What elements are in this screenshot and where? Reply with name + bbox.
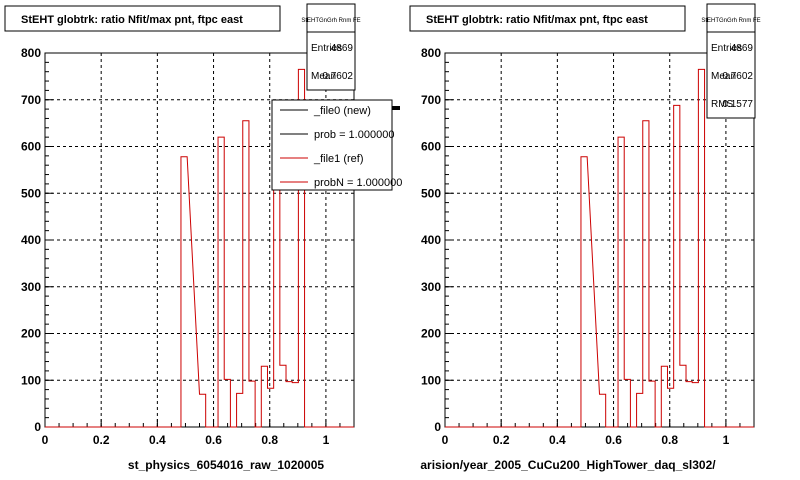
histogram-panel-1: 0 0.2 0.4 0.6 0.8 1 0 100 200 300 400 500 600 700 800 S…	[4, 3, 402, 472]
chart-title: StEHT globtrk: ratio Nfit/max pnt, ftpc …	[426, 14, 648, 26]
legend-entry: _file0 (new)	[313, 105, 371, 117]
histogram-bin	[624, 379, 630, 427]
x-tick-label: 0.4	[149, 433, 166, 447]
title-box	[409, 5, 686, 32]
stats-rms-value: 0.1577	[722, 99, 753, 110]
histogram-bin	[661, 366, 667, 427]
stats-name: StEHTGnGrh Rnm FE	[701, 18, 760, 24]
y-tick-label: 100	[421, 373, 441, 387]
title-box	[4, 5, 281, 32]
y-tick-label: 700	[421, 93, 441, 107]
legend-box	[271, 99, 393, 191]
stats-entries-label: Entries	[311, 43, 342, 54]
x-tick-label: 0	[42, 433, 49, 447]
stats-entries-value: 4869	[331, 43, 354, 54]
histogram-panel-2: 0 0.2 0.4 0.6 0.8 1 0 100 200 300 400 500 600 700 800 S…	[409, 3, 761, 472]
y-tick-label: 0	[434, 420, 441, 434]
y-tick-label: 800	[21, 46, 41, 60]
x-axis-label: st_physics_6054016_raw_1020005	[128, 458, 324, 472]
histogram-bin	[637, 393, 643, 427]
x-tick-label: 0.6	[205, 433, 222, 447]
x-tick-label: 0.2	[93, 433, 110, 447]
histogram-bin	[674, 105, 680, 427]
y-tick-label: 0	[34, 420, 41, 434]
histogram-bin	[698, 69, 704, 427]
histogram-ref-line	[45, 68, 354, 428]
histogram-bin	[600, 394, 606, 427]
histogram-bin	[181, 157, 187, 427]
x-tick-label: 1	[723, 433, 730, 447]
stats-box	[306, 3, 356, 91]
histogram-bin	[286, 382, 292, 427]
x-tick-label: 0.4	[549, 433, 566, 447]
histogram-bin	[280, 365, 286, 427]
stats-name: StEHTGnGrh Rnm FE	[301, 18, 360, 24]
histogram-bin	[267, 388, 273, 427]
x-tick-label: 0.8	[261, 433, 278, 447]
stats-mean-value: 0.7602	[322, 71, 353, 82]
histogram-bin	[200, 394, 206, 427]
y-tick-label: 300	[21, 280, 41, 294]
y-tick-label: 200	[21, 327, 41, 341]
y-tick-label: 500	[21, 186, 41, 200]
histogram-bin	[643, 121, 649, 427]
histogram-bin	[581, 157, 587, 427]
x-tick-label: 0.6	[605, 433, 622, 447]
histogram-bin	[692, 383, 698, 427]
legend-entry: prob = 1.000000	[314, 129, 394, 141]
histogram-bin	[249, 381, 255, 427]
histogram-bin	[618, 137, 624, 427]
legend-entry: _file1 (ref)	[313, 153, 364, 165]
histogram-bin	[680, 365, 686, 427]
histogram-bin	[686, 382, 692, 427]
histogram-bin	[224, 379, 230, 427]
y-tick-label: 300	[421, 280, 441, 294]
stats-entries-value: 4869	[731, 43, 754, 54]
y-tick-label: 400	[21, 233, 41, 247]
x-axis-label: arision/year_2005_CuCu200_HighTower_daq_…	[420, 458, 716, 472]
x-tick-label: 0.2	[493, 433, 510, 447]
y-tick-label: 500	[421, 186, 441, 200]
stats-entries-label: Entries	[711, 43, 742, 54]
histogram-ref-line	[445, 68, 754, 428]
y-tick-label: 800	[421, 46, 441, 60]
y-tick-label: 600	[21, 140, 41, 154]
y-tick-label: 700	[21, 93, 41, 107]
stats-mean-value: 0.7602	[722, 71, 753, 82]
y-tick-label: 400	[421, 233, 441, 247]
x-tick-label: 1	[323, 433, 330, 447]
legend-entry: probN = 1.000000	[314, 177, 402, 189]
y-tick-label: 100	[21, 373, 41, 387]
histogram-bin	[261, 366, 267, 427]
stats-rms-label: RMS	[711, 99, 734, 110]
histogram-bin	[218, 137, 224, 427]
y-tick-label: 600	[421, 140, 441, 154]
stats-mean-label: Mean	[711, 71, 736, 82]
x-tick-label: 0	[442, 433, 449, 447]
x-tick-label: 0.8	[661, 433, 678, 447]
histogram-bin	[667, 388, 673, 427]
y-tick-label: 200	[421, 327, 441, 341]
chart-title: StEHT globtrk: ratio Nfit/max pnt, ftpc …	[21, 14, 243, 26]
stats-box	[706, 3, 756, 119]
histogram-bin	[237, 393, 243, 427]
histogram-bin	[243, 121, 249, 427]
stats-mean-label: Mean	[311, 71, 336, 82]
histogram-bin	[649, 381, 655, 427]
histogram-bin	[292, 383, 298, 427]
